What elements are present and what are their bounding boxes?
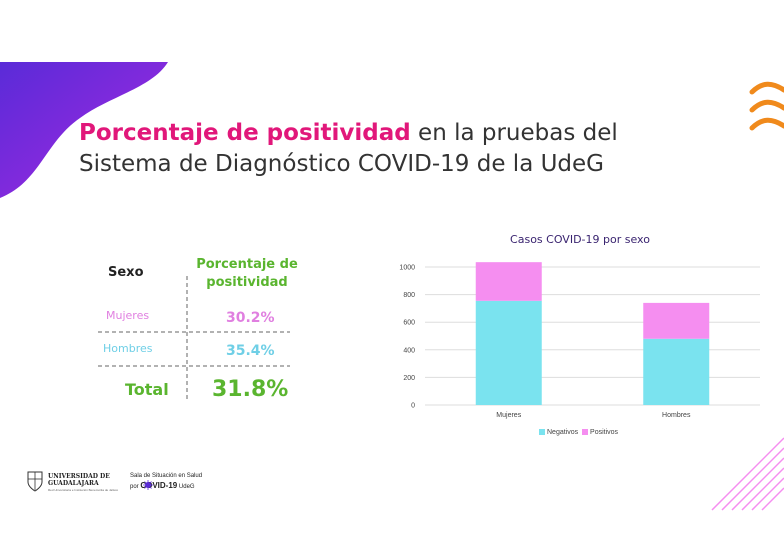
row-value-hombres: 35.4%	[226, 343, 275, 359]
bar-segment	[643, 302, 710, 339]
header-line2: positividad	[206, 275, 288, 290]
chart-title: Casos COVID-19 por sexo	[510, 233, 650, 246]
y-tick-label: 600	[403, 320, 415, 327]
sala-situacion-logo: Sala de Situación en Salud por COVID-19 …	[130, 472, 202, 492]
udg-line2: GUADALAJARA	[48, 480, 99, 487]
udg-line1: UNIVERSIDAD DE	[48, 473, 110, 480]
y-tick-label: 0	[411, 403, 415, 410]
y-tick-label: 200	[403, 375, 415, 382]
title-rest: en la pruebas del	[410, 120, 618, 146]
title-highlight: Porcentaje de positividad	[79, 120, 411, 146]
legend-label-positivos: Positivos	[590, 429, 619, 436]
header-line1: Porcentaje de	[196, 257, 298, 272]
bar-segment	[643, 338, 710, 405]
y-tick-label: 1000	[399, 265, 415, 272]
pink-stripes-icon	[711, 437, 784, 511]
chart-legend: Negativos Positivos	[539, 429, 618, 436]
udg-logo-text: UNIVERSIDAD DE GUADALAJARA	[48, 473, 110, 487]
sala-covid: COVID-19	[140, 481, 178, 490]
bar-segment	[475, 262, 542, 301]
orange-waves-icon	[749, 81, 784, 131]
sala-udeg: UdeG	[177, 484, 195, 490]
table-header-positividad: Porcentaje de positividad	[187, 256, 307, 292]
row-label-total: Total	[125, 380, 169, 399]
slide-title: Porcentaje de positividad en la pruebas …	[79, 118, 618, 180]
legend-swatch-positivos	[582, 429, 589, 435]
sala-por: por	[130, 484, 141, 490]
legend-swatch-negativos	[539, 429, 545, 435]
title-line2: Sistema de Diagnóstico COVID-19 de la Ud…	[79, 151, 605, 177]
stacked-bar-chart: 0 200 400 600 800 1000 Mujeres Hombres	[399, 262, 760, 419]
row-label-hombres: Hombres	[103, 342, 153, 355]
row-value-total: 31.8%	[212, 377, 289, 402]
x-tick-label: Mujeres	[496, 412, 521, 419]
sala-line1: Sala de Situación en Salud	[130, 473, 203, 479]
row-label-mujeres: Mujeres	[106, 309, 150, 322]
x-tick-label: Hombres	[662, 412, 691, 419]
legend-label-negativos: Negativos	[547, 429, 579, 436]
y-tick-label: 400	[403, 347, 415, 354]
udg-logo-subtitle: Red Universitaria e Institución Beneméri…	[48, 488, 119, 492]
y-tick-label: 800	[403, 292, 415, 299]
row-value-mujeres: 30.2%	[226, 310, 275, 326]
virus-icon	[143, 480, 153, 490]
udg-crest-icon	[27, 471, 43, 492]
table-header-sexo: Sexo	[108, 265, 144, 280]
bar-segment	[475, 300, 542, 405]
